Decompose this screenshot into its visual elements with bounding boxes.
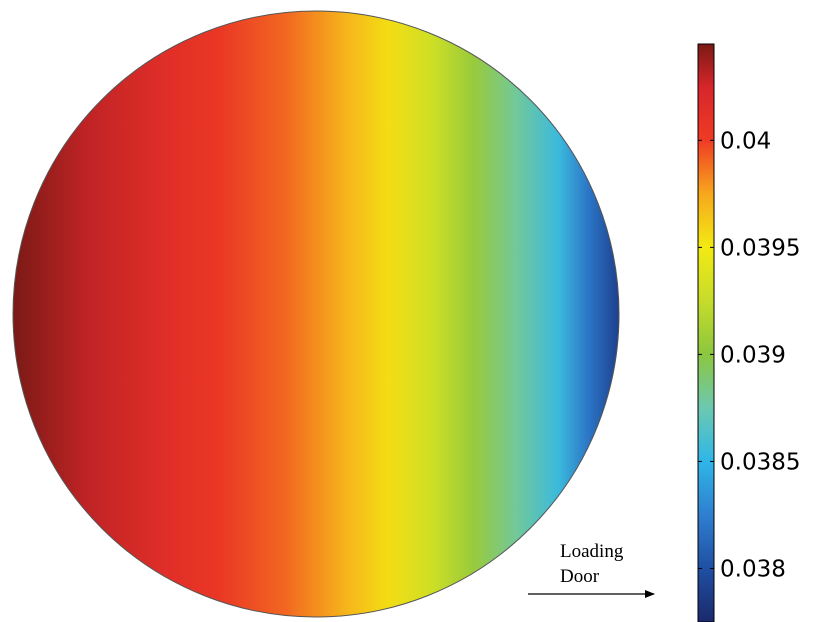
field-disk	[12, 10, 620, 618]
colorbar-ticks: 0.04 0.0395 0.039 0.0385 0.038	[698, 128, 800, 582]
colorbar-tick-label: 0.04	[720, 128, 771, 154]
colorbar-tick-label: 0.0395	[720, 235, 800, 261]
colorbar: 0.04 0.0395 0.039 0.0385 0.038	[697, 43, 800, 622]
loading-door-annotation: Loading Door	[528, 541, 655, 598]
annotation-line-1: Loading	[560, 541, 624, 562]
annotation-line-2: Door	[560, 566, 600, 587]
colorbar-rect	[697, 43, 715, 622]
colorbar-tick-label: 0.039	[720, 342, 786, 368]
colorbar-tick-label: 0.038	[720, 556, 786, 582]
colorbar-tick-label: 0.0385	[720, 449, 800, 475]
